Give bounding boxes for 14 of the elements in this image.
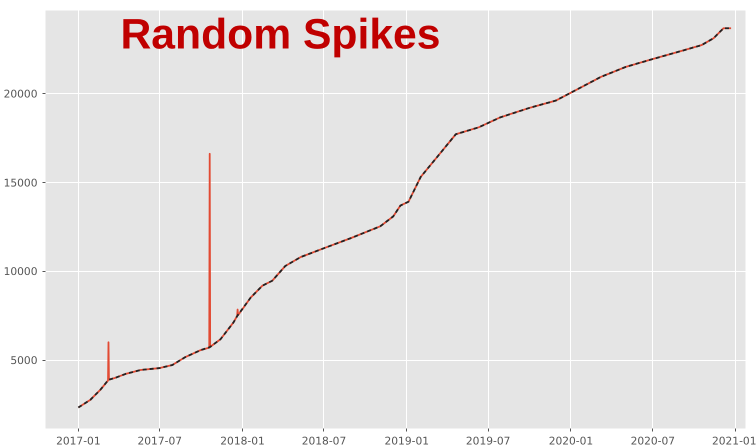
x-tick-label: 2019-01 (384, 434, 430, 447)
x-tick-label: 2017-01 (56, 434, 101, 447)
chart-title: Random Spikes (120, 10, 441, 58)
x-tick-label: 2020-01 (548, 434, 594, 447)
y-tick-label: 10000 (4, 265, 38, 278)
x-tick-label: 2020-07 (630, 434, 676, 447)
x-tick-label: 2018-01 (220, 434, 265, 447)
y-tick-label: 5000 (10, 354, 38, 368)
x-tick-label: 2021-01 (712, 434, 756, 447)
x-tick-label: 2018-07 (302, 434, 346, 447)
y-tick-label: 15000 (4, 176, 38, 190)
x-tick-label: 2019-07 (466, 434, 510, 447)
y-tick-label: 20000 (4, 87, 38, 100)
x-tick-label: 2017-07 (138, 434, 182, 447)
